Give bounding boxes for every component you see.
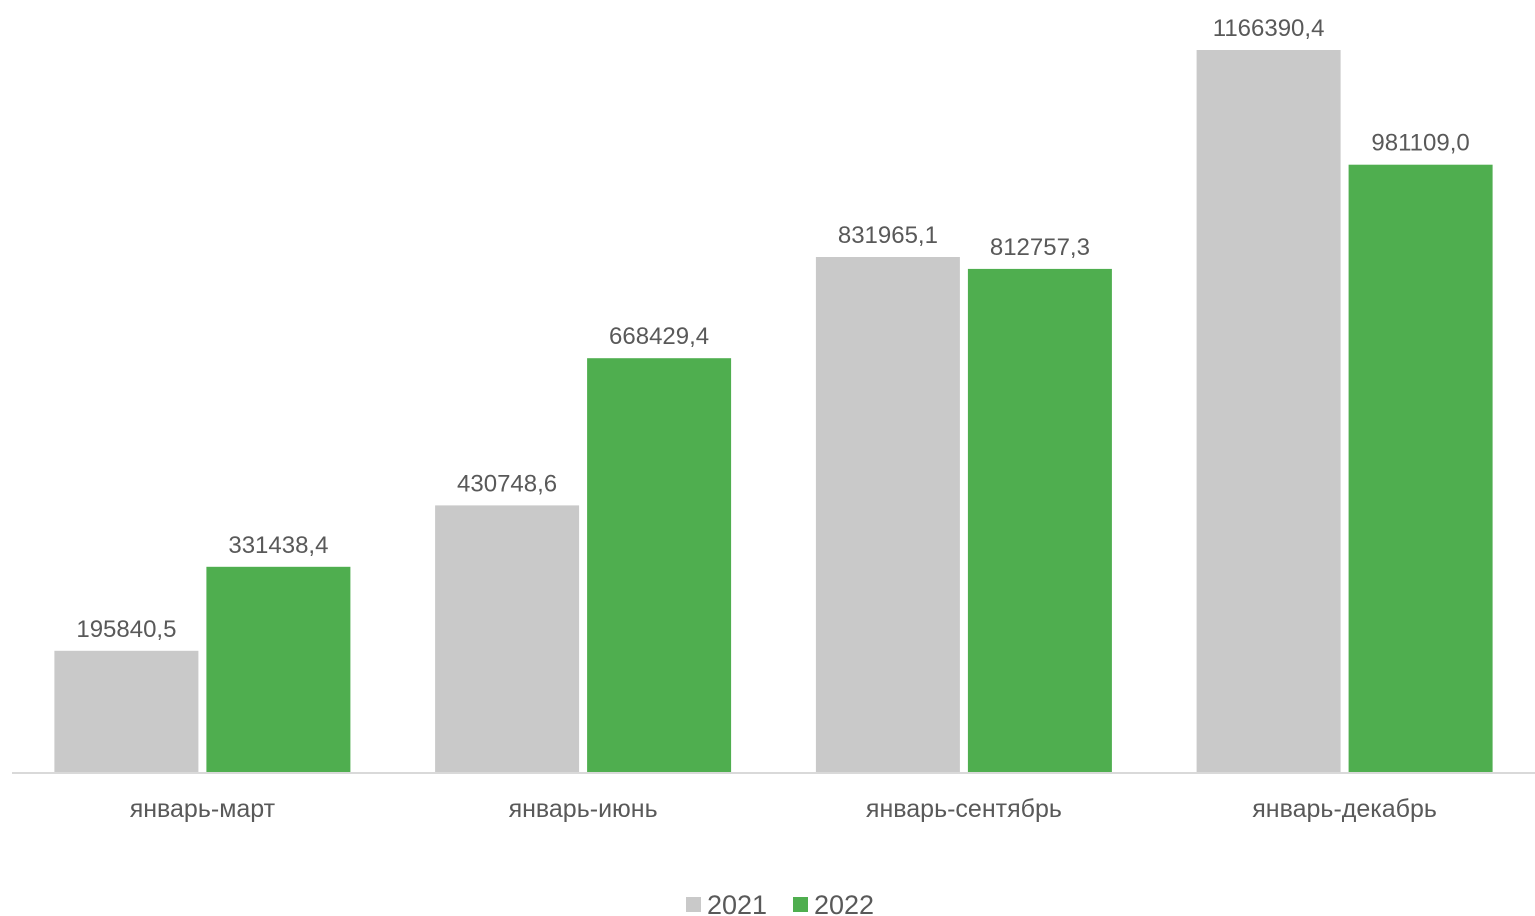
bars-group [54,50,1493,772]
legend: 2021 2022 [686,890,874,916]
data-label-2021-3: 831965,1 [838,222,938,249]
bar-2021-4 [1196,50,1341,772]
bar-2022-3 [967,268,1112,772]
data-label-2021-2: 430748,6 [457,470,557,497]
data-label-2022-3: 812757,3 [990,234,1090,261]
bar-2021-1 [54,650,199,772]
bar-2021-2 [435,505,580,772]
bar-2022-2 [587,358,732,772]
bar-2022-4 [1348,164,1493,772]
category-label-2: январь-июнь [509,795,658,823]
category-label-1: январь-март [130,795,276,823]
data-label-2022-2: 668429,4 [609,323,709,350]
data-label-2021-4: 1166390,4 [1213,15,1325,42]
data-label-2022-1: 331438,4 [228,532,328,559]
legend-swatch-2021 [686,897,701,912]
bar-2021-3 [815,257,960,772]
legend-label-2022: 2022 [814,890,874,916]
bar-2022-1 [206,566,351,772]
legend-label-2021: 2021 [707,890,767,916]
data-label-2022-4: 981109,0 [1371,130,1469,157]
category-label-4: январь-декабрь [1252,795,1437,823]
bar-labels-group: 195840,5 331438,4 430748,6 668429,4 831965,1… [76,15,1469,643]
data-label-2021-1: 195840,5 [76,616,176,643]
category-label-3: январь-сентябрь [866,795,1062,823]
legend-swatch-2022 [793,897,808,912]
category-labels-group: январь-март январь-июнь январь-сентябрь янв… [130,795,1437,823]
